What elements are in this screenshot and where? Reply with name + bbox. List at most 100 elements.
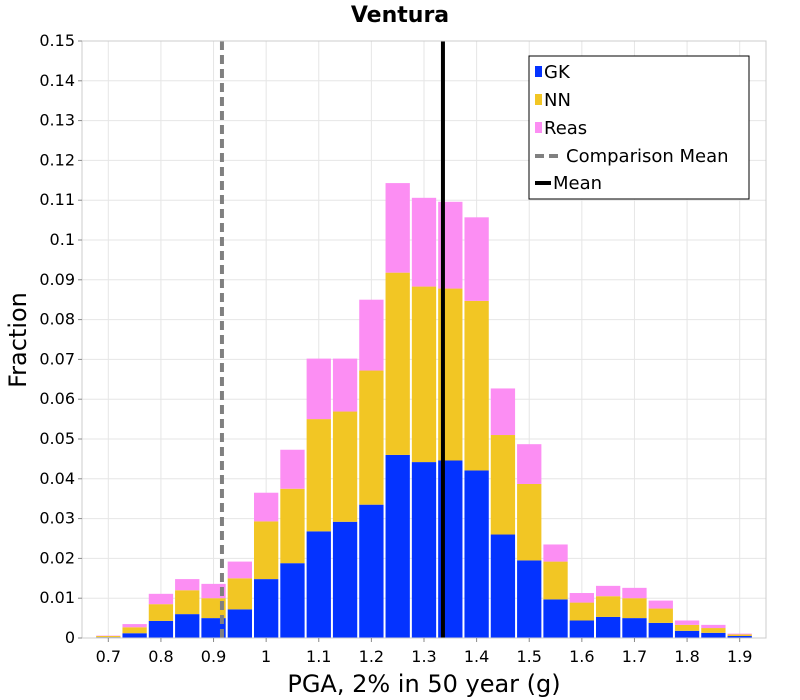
- bar-gk-15: [490, 534, 516, 638]
- bar-gk-19: [596, 616, 621, 638]
- bar-nn-6: [254, 521, 279, 580]
- bar-nn-17: [543, 561, 568, 600]
- bar-reas-20: [622, 587, 647, 599]
- bar-reas-6: [254, 492, 279, 522]
- y-tick-label-4: 0.04: [39, 469, 75, 488]
- bar-reas-5: [227, 561, 252, 579]
- x-tick-label-7: 1.4: [464, 647, 489, 666]
- y-tick-label-6: 0.06: [39, 389, 75, 408]
- reference-lines: [219, 41, 445, 638]
- bar-nn-14: [464, 300, 489, 471]
- x-tick-label-9: 1.6: [569, 647, 594, 666]
- legend-swatch-reas: [535, 122, 542, 133]
- bar-gk-3: [175, 614, 200, 638]
- y-axis-label: Fraction: [4, 292, 32, 388]
- bar-reas-3: [175, 579, 200, 591]
- y-tick-label-15: 0.15: [39, 31, 75, 50]
- bar-reas-24: [727, 633, 752, 635]
- x-tick-label-12: 1.9: [727, 647, 752, 666]
- bar-nn-1: [122, 627, 147, 634]
- bar-reas-10: [359, 299, 384, 371]
- bar-gk-4: [201, 618, 226, 638]
- y-tick-label-10: 0.1: [50, 230, 75, 249]
- y-tick-label-3: 0.03: [39, 509, 75, 528]
- y-tick-label-13: 0.13: [39, 111, 75, 130]
- x-tick-label-0: 0.7: [96, 647, 121, 666]
- bar-gk-18: [569, 620, 594, 638]
- bar-nn-15: [490, 435, 516, 535]
- bar-gk-20: [622, 618, 647, 638]
- y-tick-label-14: 0.14: [39, 71, 75, 90]
- bar-nn-11: [385, 272, 410, 455]
- y-tick-label-9: 0.09: [39, 270, 75, 289]
- bar-nn-20: [622, 598, 647, 619]
- x-tick-label-2: 0.9: [201, 647, 226, 666]
- bar-gk-6: [254, 579, 279, 638]
- bar-gk-24: [727, 636, 752, 638]
- bar-nn-19: [596, 596, 621, 617]
- x-tick-label-5: 1.2: [359, 647, 384, 666]
- y-tick-label-5: 0.05: [39, 429, 75, 448]
- bar-reas-4: [201, 583, 226, 599]
- legend-label-comparison-mean: Comparison Mean: [566, 146, 729, 167]
- bar-gk-10: [359, 504, 384, 638]
- bar-gk-12: [411, 462, 437, 638]
- bar-reas-2: [148, 593, 174, 605]
- bar-gk-17: [543, 599, 568, 638]
- bar-gk-1: [122, 633, 147, 638]
- x-tick-label-11: 1.8: [674, 647, 699, 666]
- x-tick-label-1: 0.8: [148, 647, 173, 666]
- legend-swatch-nn: [535, 94, 542, 105]
- bar-gk-16: [517, 560, 542, 638]
- bar-gk-14: [464, 470, 489, 638]
- y-tick-label-7: 0.07: [39, 349, 75, 368]
- bar-reas-1: [122, 624, 147, 628]
- y-tick-label-0: 0: [65, 628, 75, 647]
- legend-label-nn: NN: [544, 90, 571, 111]
- bar-nn-22: [674, 624, 700, 631]
- bar-nn-2: [148, 604, 174, 621]
- bar-nn-3: [175, 590, 200, 615]
- legend-label-mean: Mean: [553, 173, 602, 194]
- bar-reas-21: [648, 600, 673, 609]
- bar-reas-19: [596, 585, 621, 597]
- bar-nn-9: [332, 411, 358, 522]
- bar-reas-7: [280, 449, 305, 489]
- legend-label-gk: GK: [544, 62, 571, 83]
- bar-nn-5: [227, 578, 252, 610]
- bar-nn-12: [411, 286, 437, 463]
- bar-reas-18: [569, 593, 594, 603]
- bar-gk-2: [148, 620, 174, 638]
- bar-nn-8: [306, 419, 331, 532]
- bar-gk-8: [306, 531, 331, 638]
- legend-box: [528, 55, 750, 200]
- x-tick-label-6: 1.3: [411, 647, 436, 666]
- x-axis-label: PGA, 2% in 50 year (g): [287, 670, 560, 698]
- axes: 0 0.01 0.02 0.03 0.04 0.05 0.06 0.07 0.08 0.09 0.1…: [39, 31, 752, 666]
- chart-title: Ventura: [351, 3, 449, 28]
- bar-gk-22: [674, 630, 700, 638]
- bar-reas-17: [543, 544, 568, 562]
- bar-nn-10: [359, 370, 384, 505]
- bar-nn-0: [96, 636, 121, 638]
- bar-gk-23: [701, 632, 726, 638]
- x-tick-label-4: 1.1: [306, 647, 331, 666]
- bar-reas-22: [674, 620, 700, 625]
- legend-swatch-gk: [535, 66, 542, 77]
- bar-nn-7: [280, 488, 305, 564]
- bar-nn-18: [569, 602, 594, 621]
- legend: GK NN Reas Comparison Mean Mean: [528, 55, 750, 200]
- bar-nn-16: [517, 483, 542, 561]
- x-tick-label-8: 1.5: [517, 647, 542, 666]
- bar-gk-7: [280, 563, 305, 638]
- x-tick-label-3: 1: [261, 647, 271, 666]
- bar-nn-24: [727, 634, 752, 637]
- bar-nn-21: [648, 608, 673, 623]
- bar-reas-14: [464, 217, 489, 301]
- bar-nn-4: [201, 598, 226, 619]
- x-tick-label-10: 1.7: [622, 647, 647, 666]
- y-tick-label-8: 0.08: [39, 310, 75, 329]
- bar-gk-5: [227, 609, 252, 638]
- bar-reas-15: [490, 388, 516, 436]
